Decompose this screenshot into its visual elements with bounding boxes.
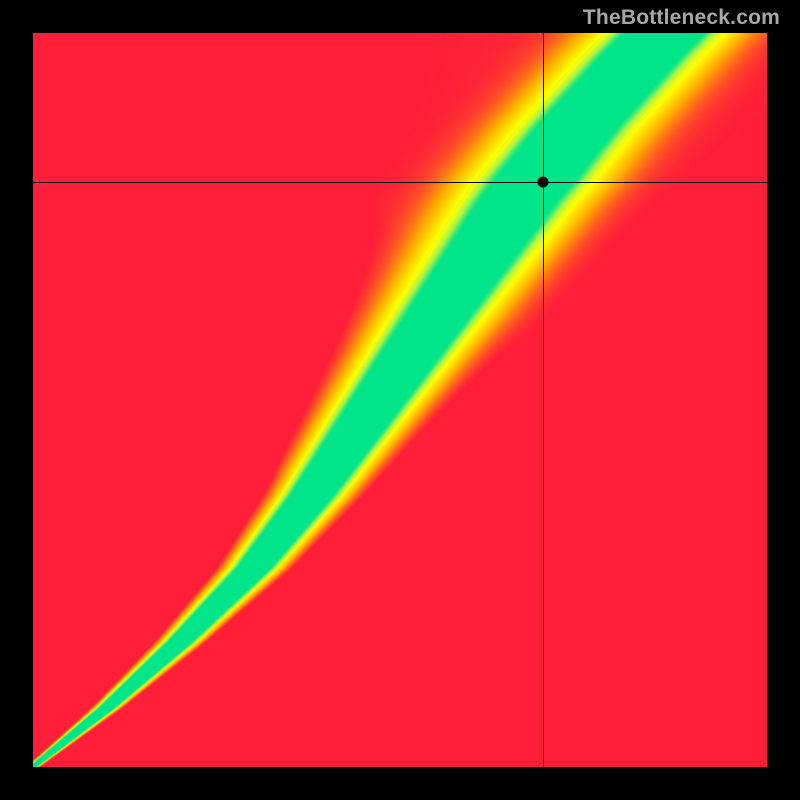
heatmap-canvas <box>33 33 767 767</box>
heatmap-plot <box>33 33 767 767</box>
crosshair-vertical <box>543 33 544 767</box>
crosshair-marker <box>538 177 549 188</box>
watermark-text: TheBottleneck.com <box>583 6 780 30</box>
crosshair-horizontal <box>33 182 767 183</box>
